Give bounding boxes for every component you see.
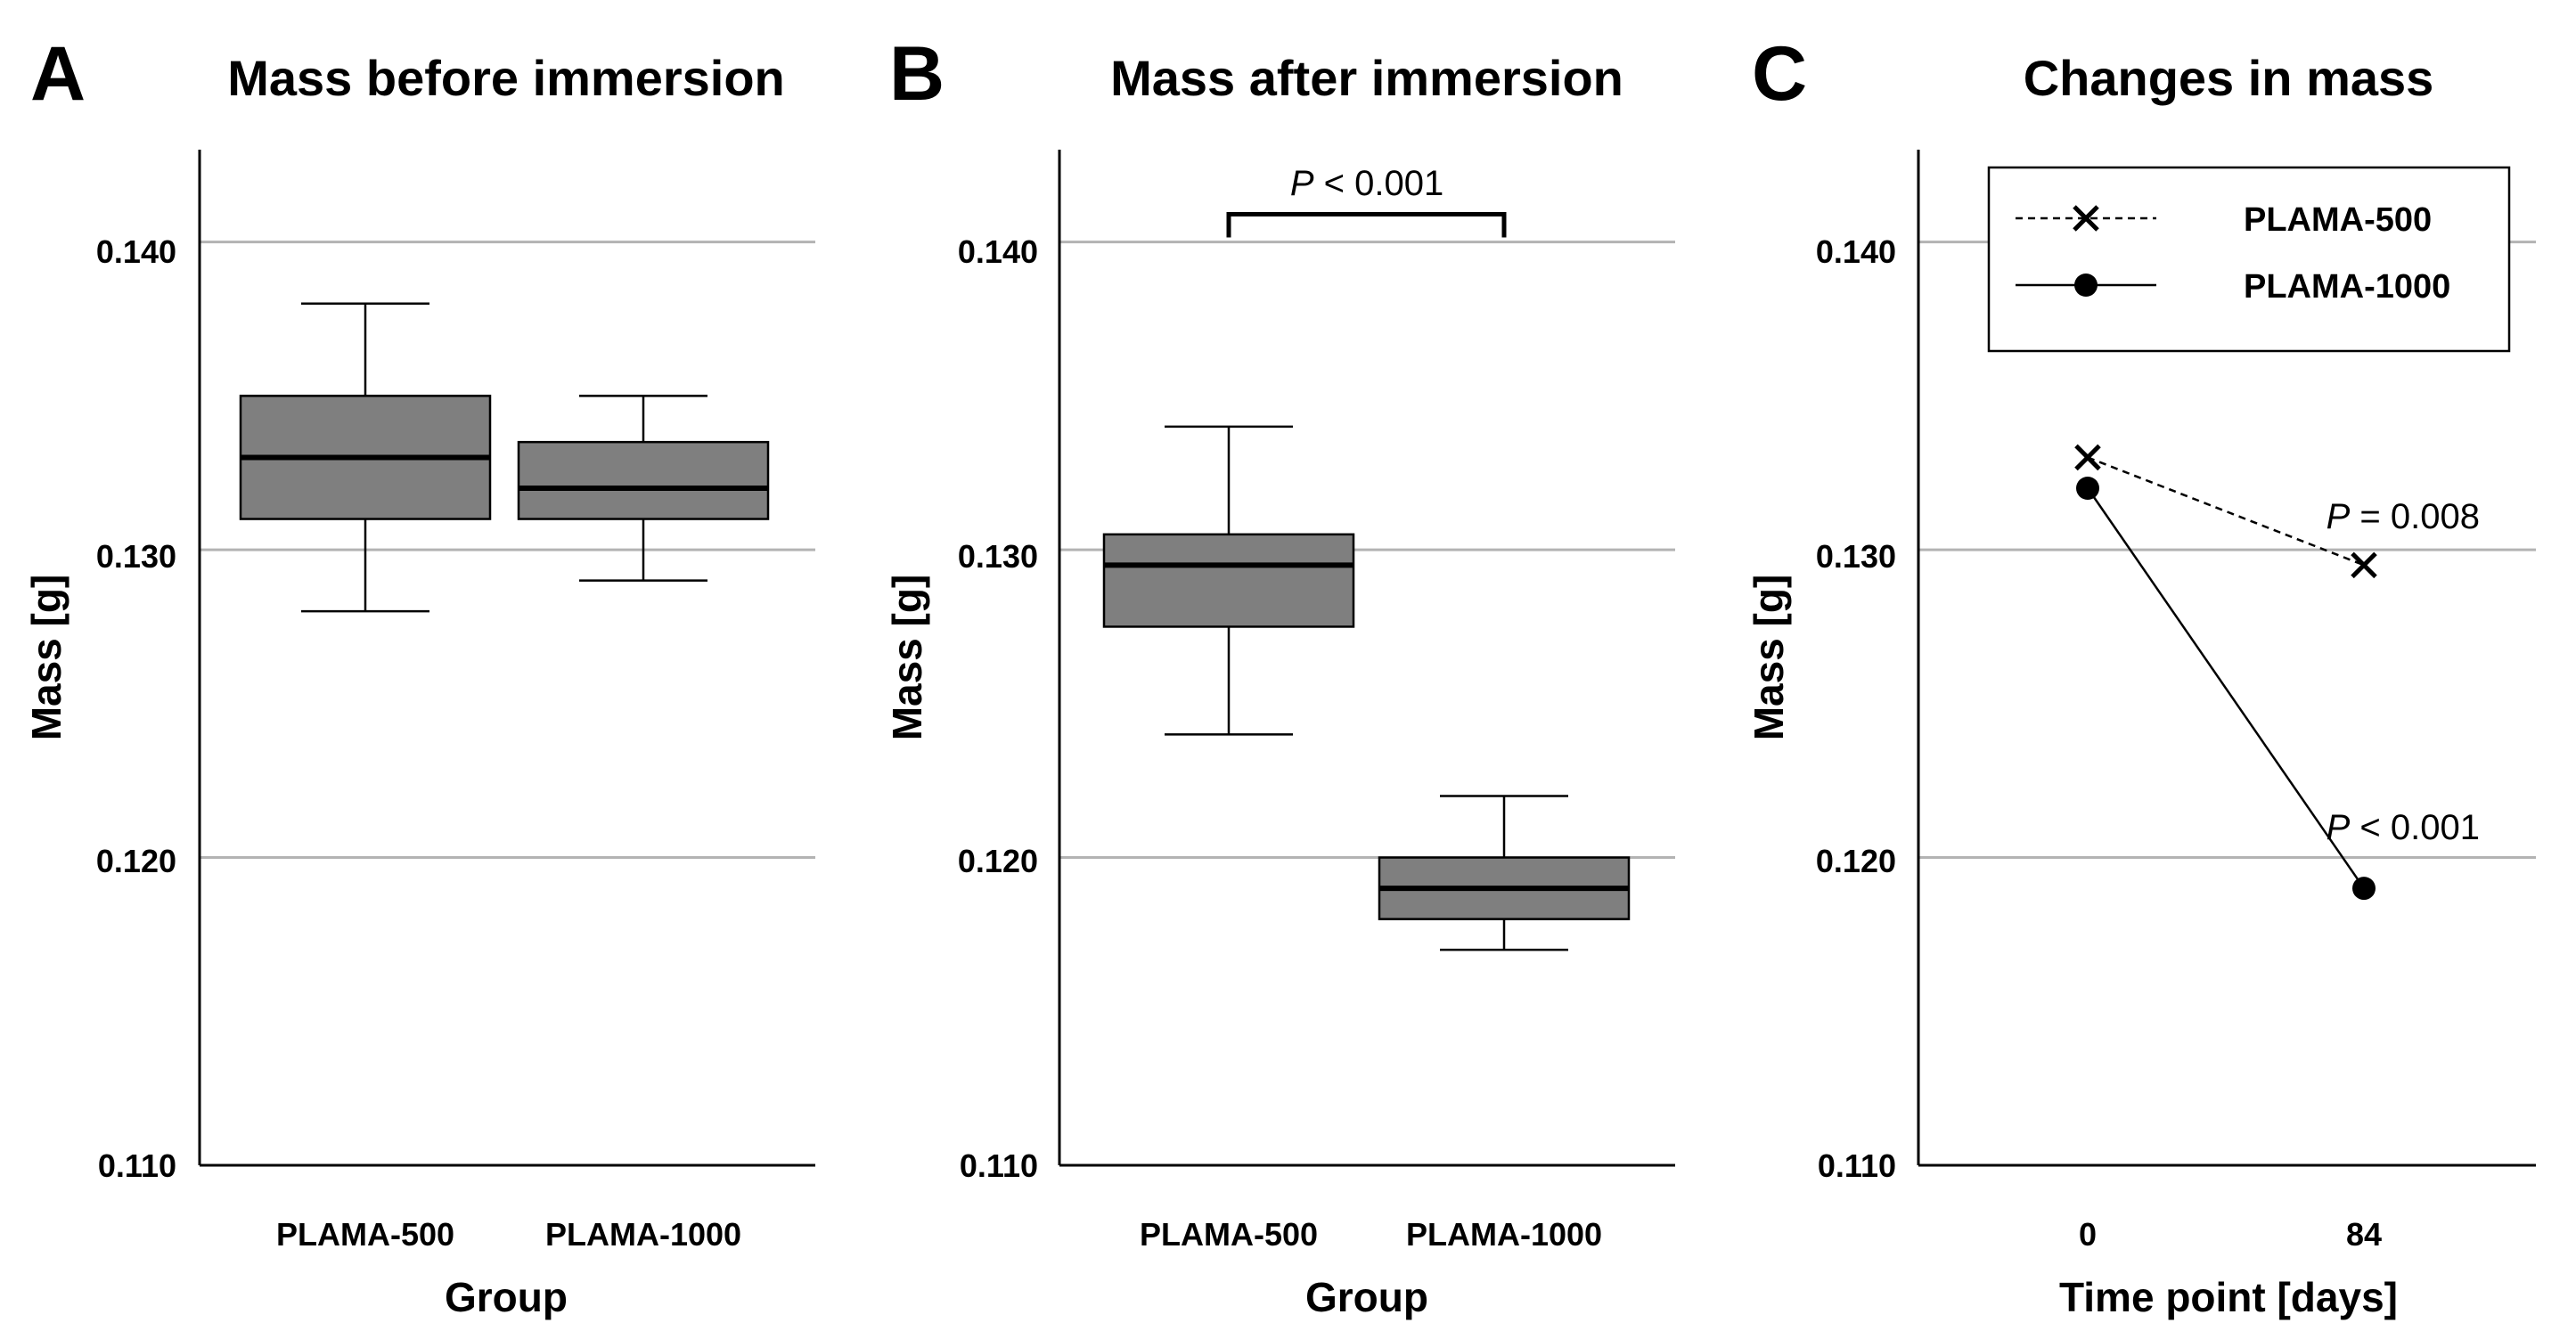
legend-label-plama-1000: PLAMA-1000 xyxy=(2244,268,2450,306)
data-point-x xyxy=(2074,444,2101,471)
panel-a-ytick-label: 0.120 xyxy=(96,843,176,879)
panel-c-ytick-label: 0.120 xyxy=(1816,843,1896,879)
legend: PLAMA-500 PLAMA-1000 xyxy=(1987,166,2511,353)
panel-a-ytick-label: 0.110 xyxy=(98,1147,176,1184)
panel-c-xlabel: Time point [days] xyxy=(2059,1274,2398,1320)
panel-a-boxes xyxy=(239,302,770,613)
panel-a: A Mass before immersion 0.110 0.120 0.13… xyxy=(23,31,815,1320)
data-point-circle xyxy=(2076,477,2099,500)
panel-b-xtick-label: PLAMA-500 xyxy=(1140,1216,1318,1253)
panel-b-title: Mass after immersion xyxy=(1110,50,1623,106)
panel-a-title: Mass before immersion xyxy=(227,50,785,106)
panel-b-letter: B xyxy=(889,31,945,117)
p-value: < 0.001 xyxy=(2350,808,2480,847)
panel-c-ytick-label: 0.130 xyxy=(1816,538,1896,575)
panel-c-ytick-label: 0.140 xyxy=(1816,233,1896,270)
panel-c-ytick-label: 0.110 xyxy=(1818,1147,1896,1184)
significance-bracket xyxy=(1226,212,1507,238)
p-symbol: P xyxy=(2327,497,2351,536)
panel-b-ytick-label: 0.120 xyxy=(958,843,1038,879)
panel-c-xtick-label: 84 xyxy=(2346,1216,2382,1253)
panel-c-ylabel: Mass [g] xyxy=(1746,575,1792,741)
panel-b-xtick-label: PLAMA-1000 xyxy=(1406,1216,1602,1253)
panel-c-title: Changes in mass xyxy=(2024,50,2434,106)
panel-c-lines xyxy=(2074,444,2377,901)
panel-a-ylabel: Mass [g] xyxy=(23,575,70,741)
legend-circle-marker xyxy=(2074,274,2098,297)
panel-a-ytick-label: 0.140 xyxy=(96,233,176,270)
panel-b-xlabel: Group xyxy=(1305,1274,1428,1320)
panel-b-ytick-label: 0.130 xyxy=(958,538,1038,575)
panel-b-ytick-label: 0.140 xyxy=(958,233,1038,270)
box xyxy=(1102,533,1355,628)
series-line-plama-1000 xyxy=(2086,487,2366,889)
panel-a-ytick-label: 0.130 xyxy=(96,538,176,575)
p-value: < 0.001 xyxy=(1314,164,1444,203)
x-stroke xyxy=(2351,551,2377,579)
x-stroke xyxy=(2074,444,2101,471)
panel-b-ylabel: Mass [g] xyxy=(884,575,930,741)
panel-a-letter: A xyxy=(30,31,86,117)
panel-c-letter: C xyxy=(1752,31,1807,117)
legend-box xyxy=(1987,166,2511,353)
p-value-plama-1000: P < 0.001 xyxy=(2327,808,2480,847)
p-value: = 0.008 xyxy=(2350,497,2480,536)
panel-c: C Changes in mass PLAMA-500 PLAMA-1000 P… xyxy=(1746,31,2536,1320)
panel-a-xtick-label: PLAMA-500 xyxy=(276,1216,454,1253)
panel-a-grid xyxy=(200,241,815,860)
p-value-plama-500: P = 0.008 xyxy=(2327,497,2480,536)
panel-a-xlabel: Group xyxy=(445,1274,568,1320)
legend-x-marker xyxy=(2073,205,2099,232)
p-symbol: P xyxy=(2327,808,2351,847)
p-symbol: P xyxy=(1290,164,1314,203)
panel-b-boxes xyxy=(1102,425,1631,951)
panel-c-xtick-label: 0 xyxy=(2079,1216,2097,1253)
data-point-x xyxy=(2351,551,2377,579)
panel-b-ytick-label: 0.110 xyxy=(960,1147,1038,1184)
panel-b: B Mass after immersion P < 0.001 0.110 0… xyxy=(884,31,1675,1320)
legend-label-plama-500: PLAMA-500 xyxy=(2244,201,2432,239)
panel-a-xtick-label: PLAMA-1000 xyxy=(545,1216,741,1253)
data-point-circle xyxy=(2352,877,2376,901)
significance-label: P < 0.001 xyxy=(1290,164,1443,203)
box xyxy=(517,440,770,520)
